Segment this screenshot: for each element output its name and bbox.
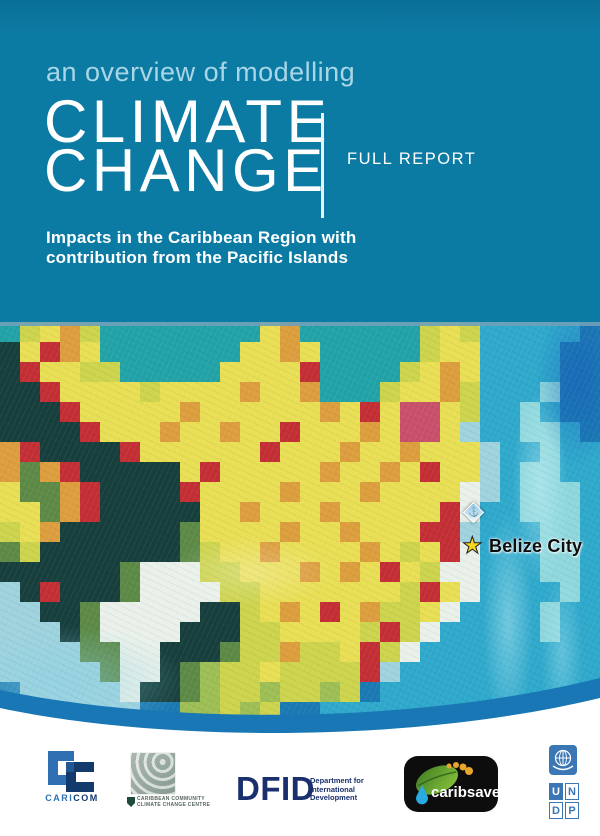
undp-letter-d: D [549, 802, 563, 819]
undp-letter-u: U [549, 783, 563, 800]
undp-letter-p: P [565, 802, 579, 819]
shield-icon [127, 797, 135, 807]
map-top-edge [0, 322, 600, 326]
undp-letter-grid: U N D P [549, 783, 581, 819]
climate-centre-caption: CARIBBEAN COMMUNITY CLIMATE CHANGE CENTR… [127, 796, 210, 808]
cover-title: CLIMATE CHANGE [44, 88, 332, 204]
dfid-desc-line-2: International [310, 784, 356, 794]
sea-swirl-overlay [0, 322, 600, 742]
dfid-desc-line-1: Department for [310, 776, 364, 785]
dfid-desc-line-3: Development [310, 793, 358, 802]
caricom-logo: CARICOM [34, 750, 110, 814]
subtitle-line-1: Impacts in the Caribbean Region with [46, 228, 357, 247]
report-tag: FULL REPORT [347, 150, 477, 168]
un-emblem-icon [549, 745, 577, 775]
climate-centre-name-line-2: CLIMATE CHANGE CENTRE [137, 802, 211, 808]
caribsave-logo: caribsave [404, 756, 500, 812]
climate-centre-name-line-1: CARIBBEAN COMMUNITY [137, 796, 205, 802]
anchor-icon: ⚓ [467, 507, 480, 517]
caribsave-wordmark: caribsave [431, 784, 498, 801]
caricom-wordmark: CARICOM [45, 793, 99, 803]
cover-header: an overview of modelling CLIMATE CHANGE … [0, 0, 600, 322]
title-line-1: CLIMATE [44, 88, 332, 155]
caricom-interlocked-c-icon [48, 751, 94, 792]
subtitle-line-2: contribution from the Pacific Islands [46, 248, 349, 267]
dfid-logo: DFID Department for International Develo… [236, 770, 364, 807]
undp-letter-n: N [565, 783, 579, 800]
map-texture-overlay [0, 322, 600, 742]
city-star-icon: ★ [462, 532, 484, 558]
dfid-wordmark: DFID [236, 770, 315, 807]
partner-logo-strip: CARICOM CARIBBEAN COMMUNITY CLIMATE CHAN… [0, 742, 600, 836]
undp-logo: U N D P [547, 745, 581, 819]
map-bottom-curve [0, 678, 600, 742]
city-label: Belize City [489, 536, 583, 556]
cover-subtitle: Impacts in the Caribbean Region with con… [46, 228, 356, 268]
climate-change-centre-logo: CARIBBEAN COMMUNITY CLIMATE CHANGE CENTR… [127, 753, 210, 815]
caribsave-footprint-icon: caribsave [416, 762, 500, 805]
kicker-text: an overview of modelling [46, 57, 356, 87]
belize-city-flood-risk-map: ⚓ ★ Belize City [0, 322, 600, 742]
dfid-description: Department for International Development [310, 776, 400, 803]
title-divider [321, 113, 324, 218]
climate-centre-swirl-icon [131, 753, 175, 794]
title-line-2: CHANGE [44, 137, 328, 204]
